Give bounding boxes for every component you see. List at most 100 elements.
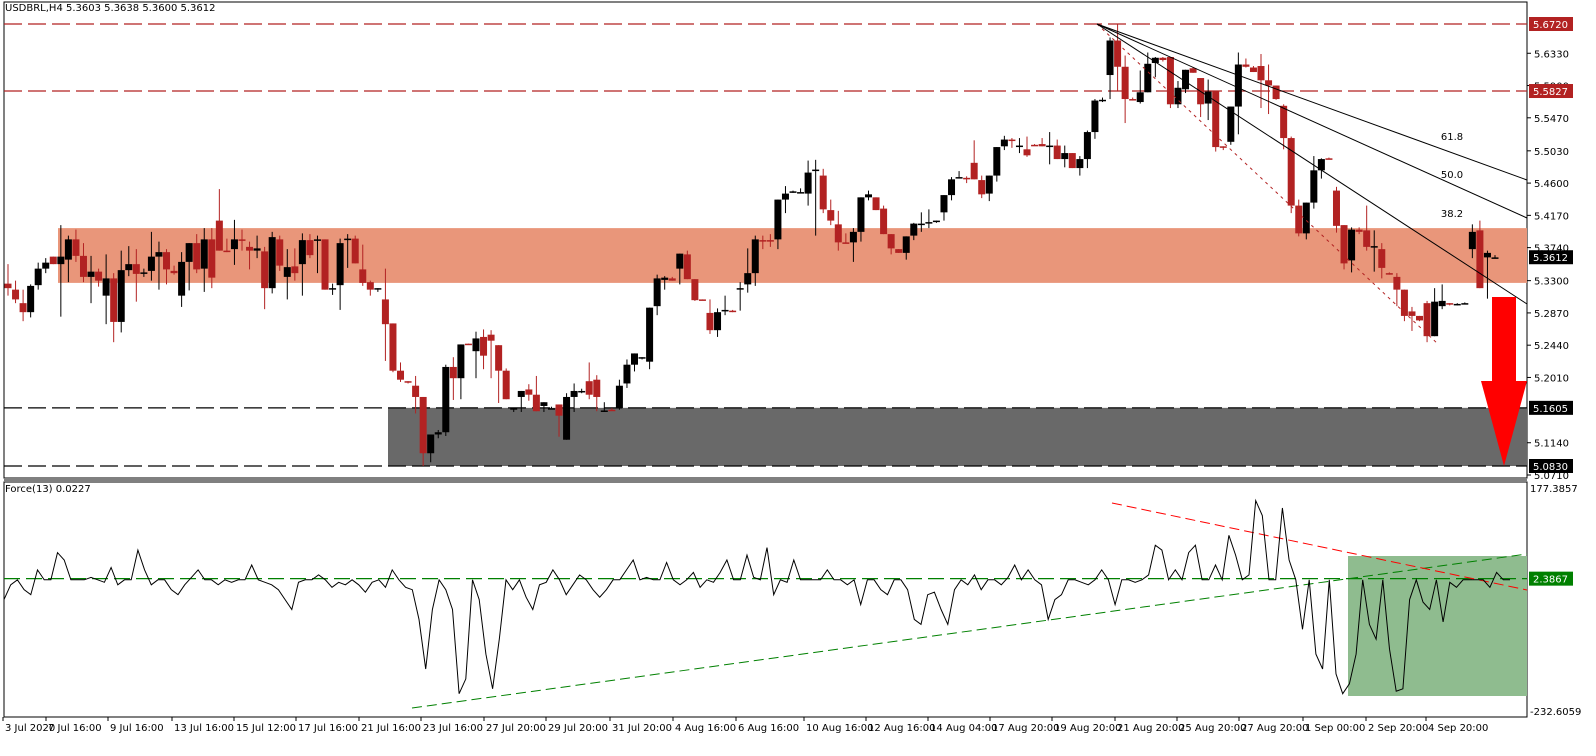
time-tick-label: 1 Sep 00:00 (1305, 723, 1365, 734)
candle (1385, 272, 1393, 275)
candle (427, 434, 435, 463)
candle (1393, 273, 1401, 307)
candle (910, 222, 918, 241)
candle-body (1091, 100, 1099, 133)
candle (631, 353, 639, 372)
candle-body (1076, 159, 1084, 169)
candle (268, 231, 276, 294)
candle-body (1423, 303, 1431, 337)
candle (170, 265, 178, 275)
candle (434, 429, 442, 439)
candle-body (646, 307, 654, 362)
time-tick-label: 12 Aug 16:00 (868, 723, 935, 734)
candle (857, 197, 865, 242)
candle-body (1083, 132, 1091, 160)
candle-body (404, 381, 412, 383)
candle-body (298, 240, 306, 265)
candle (1008, 138, 1016, 148)
candle (819, 168, 827, 214)
downtrend-dotted-line (1096, 23, 1437, 343)
price-panel[interactable]: 38.2 50.0 61.8 (3, 1, 1528, 481)
candle-body (653, 278, 661, 307)
candle-body (540, 402, 548, 406)
candle (1332, 186, 1340, 233)
candle-body (1189, 68, 1197, 73)
candle-body (1257, 66, 1265, 81)
candle-body (140, 272, 148, 274)
candle-body (208, 239, 216, 278)
candle (313, 235, 321, 274)
candle-body (804, 172, 812, 194)
force-line (3, 498, 1510, 695)
candle (102, 254, 110, 325)
candle-body (1098, 99, 1106, 102)
candle (374, 288, 382, 292)
candle (1061, 145, 1069, 168)
time-tick-label: 14 Aug 04:00 (930, 723, 997, 734)
candle (1234, 52, 1242, 135)
candle-body (510, 408, 518, 410)
candle (306, 234, 314, 259)
candle-body (1302, 202, 1310, 234)
candle (917, 212, 925, 232)
candle-body (261, 251, 269, 289)
price-badge-label: 5.0830 (1533, 462, 1568, 473)
candle (1159, 57, 1167, 62)
candle-body (1272, 85, 1280, 100)
time-tick-label: 27 Aug 20:00 (1241, 723, 1308, 734)
candle-body (1114, 40, 1122, 67)
candle (42, 258, 50, 274)
candle-body (1219, 146, 1227, 148)
candle-body (1363, 230, 1371, 247)
candle-body (1332, 190, 1340, 226)
candle (887, 234, 895, 255)
candle (1295, 199, 1303, 237)
candle (1038, 138, 1046, 147)
candle (449, 357, 457, 400)
candle-body (42, 262, 50, 269)
candle-body (64, 239, 72, 260)
price-tick-label: 5.3740 (1534, 244, 1569, 255)
candle-body (185, 243, 193, 262)
candle (1363, 205, 1371, 251)
candle-body (1385, 273, 1393, 275)
price-tick-label: 5.0710 (1534, 471, 1569, 482)
candle (1355, 227, 1363, 235)
candle (1483, 250, 1491, 299)
candle (1348, 227, 1356, 273)
candle (215, 189, 223, 251)
candle-body (419, 396, 427, 454)
time-tick-label: 27 Jul 20:00 (486, 723, 546, 734)
candle-body (676, 253, 684, 269)
candle-body (1491, 257, 1499, 259)
candle-body (366, 282, 374, 290)
force-indicator-panel[interactable] (3, 481, 1528, 718)
candle (1091, 99, 1099, 139)
candle (457, 344, 465, 400)
time-tick-label: 2 Sep 20:00 (1368, 723, 1428, 734)
candle-body (1015, 145, 1023, 148)
candle-body (178, 261, 186, 296)
price-tick-label: 5.2440 (1534, 341, 1569, 352)
candle-body (79, 255, 87, 277)
candle-body (797, 192, 805, 194)
candle (291, 248, 299, 281)
candle (230, 219, 238, 265)
candle (585, 362, 593, 400)
candle (880, 205, 888, 235)
candle-body (1000, 139, 1008, 147)
candle-body (910, 223, 918, 236)
candle (4, 264, 12, 296)
candle-body (1061, 153, 1069, 160)
candle-body (1446, 303, 1454, 305)
candle (1144, 52, 1152, 93)
price-tick-label: 5.4170 (1534, 211, 1569, 222)
candle-body (570, 390, 578, 397)
fib-fan-label: 38.2 (1441, 209, 1463, 220)
candle (623, 359, 631, 388)
candle-body (985, 175, 993, 194)
candle (200, 228, 208, 292)
fib-fan-label: 50.0 (1441, 170, 1463, 181)
